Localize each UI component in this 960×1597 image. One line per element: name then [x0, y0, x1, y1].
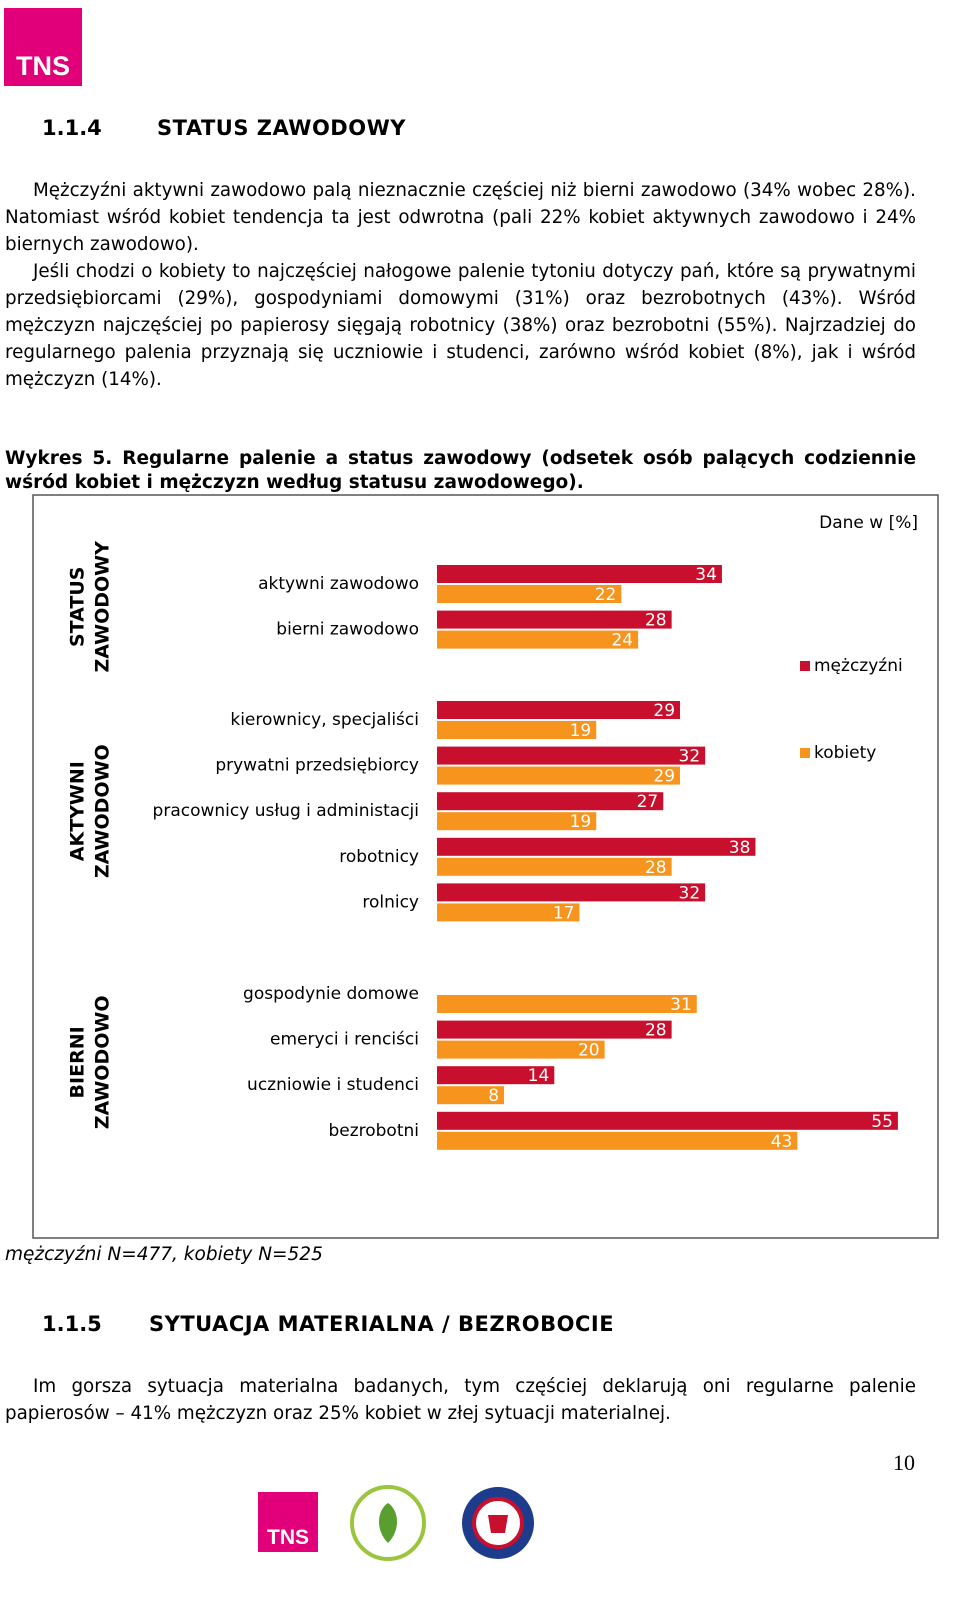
group-label: AKTYWNI — [67, 761, 89, 861]
section-number: 1.1.4 — [42, 116, 102, 140]
bar — [437, 630, 639, 649]
bar — [437, 701, 681, 719]
legend-swatch — [800, 748, 810, 758]
group-label: BIERNI — [67, 1026, 89, 1098]
value-label: 43 — [771, 1132, 793, 1152]
value-label: 29 — [653, 701, 675, 721]
bar — [437, 857, 672, 876]
footer-emblems — [350, 1485, 534, 1561]
value-label: 17 — [553, 903, 575, 923]
bar — [437, 1040, 605, 1059]
value-label: 19 — [570, 812, 592, 832]
category-label: pracownicy usług i administacji — [153, 801, 419, 821]
section-title: STATUS ZAWODOWY — [157, 116, 406, 140]
group-label: STATUS — [67, 567, 89, 647]
category-label: emeryci i renciści — [270, 1030, 419, 1050]
bar — [437, 766, 681, 785]
value-label: 22 — [595, 585, 617, 605]
emblem-shield — [488, 1515, 508, 1533]
group-label: ZAWODOWY — [92, 541, 114, 673]
bar — [437, 1020, 672, 1039]
bar — [437, 585, 622, 603]
body-text: Mężczyźni aktywni zawodowo palą nieznacz… — [5, 177, 916, 393]
value-label: 20 — [578, 1041, 600, 1061]
bar — [437, 883, 706, 902]
category-label: kierownicy, specjaliści — [230, 710, 419, 730]
bar — [437, 746, 706, 765]
footer-logo: TNS — [258, 1492, 318, 1552]
legend-label: kobiety — [814, 743, 876, 763]
value-label: 34 — [695, 565, 717, 585]
footnote: mężczyźni N=477, kobiety N=525 — [5, 1244, 323, 1265]
value-label: 28 — [645, 611, 667, 631]
category-label: aktywni zawodowo — [258, 574, 419, 594]
value-label: 19 — [570, 721, 592, 741]
bar — [437, 1111, 898, 1130]
value-label: 28 — [645, 858, 667, 878]
category-label: robotnicy — [339, 847, 419, 867]
chart-caption: Wykres 5. Regularne palenie a status zaw… — [5, 448, 916, 493]
bar — [437, 1066, 555, 1085]
bar — [437, 903, 580, 922]
value-label: 31 — [670, 995, 692, 1015]
legend-swatch — [800, 661, 810, 671]
group-label: ZAWODOWO — [92, 744, 114, 878]
logo: TNS — [4, 8, 82, 86]
group-label: ZAWODOWO — [92, 996, 114, 1130]
paragraph: Mężczyźni aktywni zawodowo palą nieznacz… — [5, 180, 916, 255]
bar — [437, 792, 664, 811]
value-label: 29 — [653, 767, 675, 787]
category-label: bezrobotni — [328, 1121, 419, 1141]
bar — [437, 812, 597, 831]
legend-label: mężczyźni — [814, 656, 903, 676]
category-label: gospodynie domowe — [243, 984, 419, 1004]
value-label: 24 — [611, 631, 633, 651]
page-number: 10 — [893, 1450, 915, 1475]
emblem-leaf — [378, 1503, 398, 1543]
chart-note: Dane w [%] — [819, 513, 918, 533]
bar — [437, 721, 597, 739]
section-number: 1.1.5 — [42, 1312, 102, 1336]
value-label: 32 — [679, 747, 701, 767]
chart: Dane w [%] STATUS ZAWODOWY aktywni zawodow… — [32, 494, 939, 1239]
value-label: 32 — [679, 883, 701, 903]
value-label: 14 — [528, 1066, 550, 1086]
bar — [437, 565, 722, 583]
bar — [437, 610, 672, 629]
category-label: rolnicy — [362, 892, 419, 912]
value-label: 38 — [729, 838, 751, 858]
paragraph: Im gorsza sytuacja materialna badanych, … — [5, 1376, 916, 1424]
bar — [437, 995, 697, 1013]
paragraph: Jeśli chodzi o kobiety to najczęściej na… — [5, 261, 916, 390]
value-label: 8 — [488, 1086, 499, 1106]
bar — [437, 837, 756, 856]
section-title: SYTUACJA MATERIALNA / BEZROBOCIE — [149, 1312, 615, 1336]
value-label: 27 — [637, 792, 659, 812]
category-label: uczniowie i studenci — [247, 1075, 419, 1095]
category-label: prywatni przedsiębiorcy — [215, 756, 419, 776]
bar — [437, 1131, 798, 1150]
value-label: 55 — [871, 1112, 893, 1132]
value-label: 28 — [645, 1021, 667, 1041]
bar — [437, 1086, 505, 1105]
category-label: bierni zawodowo — [276, 620, 419, 640]
